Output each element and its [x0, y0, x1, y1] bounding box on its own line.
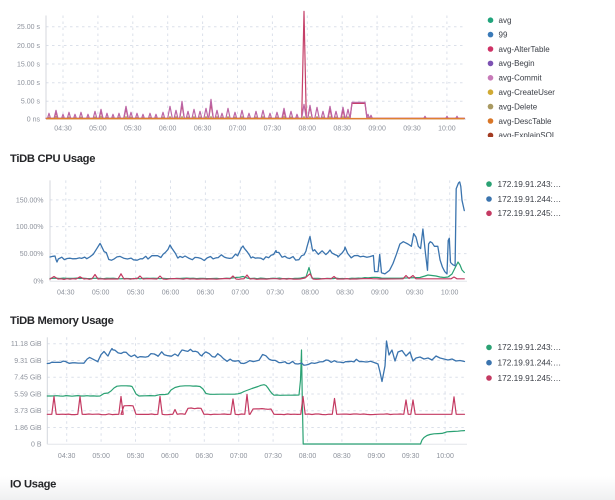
- svg-text:0 ns: 0 ns: [27, 117, 41, 124]
- svg-text:99: 99: [499, 30, 508, 39]
- svg-text:09:30: 09:30: [402, 453, 420, 460]
- svg-text:11.18 GiB: 11.18 GiB: [11, 341, 42, 348]
- svg-text:07:30: 07:30: [264, 453, 282, 460]
- svg-text:TiDB CPU Usage: TiDB CPU Usage: [10, 153, 95, 165]
- svg-text:09:00: 09:00: [368, 453, 386, 460]
- svg-text:05:30: 05:30: [127, 453, 145, 460]
- svg-text:10:00: 10:00: [441, 290, 459, 297]
- svg-text:06:30: 06:30: [196, 453, 214, 460]
- svg-text:15.00 s: 15.00 s: [17, 61, 40, 68]
- svg-text:avg: avg: [499, 16, 512, 25]
- svg-text:08:00: 08:00: [299, 126, 317, 133]
- svg-text:avg-DescTable: avg-DescTable: [499, 117, 552, 126]
- svg-text:04:30: 04:30: [54, 126, 72, 133]
- svg-text:avg-CreateUser: avg-CreateUser: [499, 88, 556, 97]
- svg-text:09:00: 09:00: [368, 126, 386, 133]
- svg-text:05:30: 05:30: [127, 290, 145, 297]
- svg-text:04:30: 04:30: [58, 453, 76, 460]
- svg-text:9.31 GiB: 9.31 GiB: [14, 358, 42, 365]
- svg-text:05:00: 05:00: [89, 126, 107, 133]
- svg-text:07:00: 07:00: [232, 290, 250, 297]
- svg-text:1.86 GiB: 1.86 GiB: [14, 425, 42, 432]
- svg-text:0%: 0%: [33, 279, 43, 286]
- svg-text:07:30: 07:30: [264, 126, 282, 133]
- svg-text:07:00: 07:00: [229, 126, 247, 133]
- svg-text:08:30: 08:30: [336, 290, 354, 297]
- svg-text:avg-AlterTable: avg-AlterTable: [499, 45, 551, 54]
- svg-text:09:30: 09:30: [403, 126, 421, 133]
- svg-text:avg-Begin: avg-Begin: [499, 59, 535, 68]
- svg-text:04:30: 04:30: [57, 290, 75, 297]
- svg-text:09:00: 09:00: [371, 290, 389, 297]
- svg-text:06:00: 06:00: [161, 453, 179, 460]
- svg-text:100.00%: 100.00%: [16, 224, 44, 231]
- svg-text:50.00%: 50.00%: [20, 251, 44, 258]
- svg-text:5.59 GiB: 5.59 GiB: [14, 391, 42, 398]
- svg-text:172.19.91.244:…: 172.19.91.244:…: [498, 194, 562, 204]
- svg-text:5.00 s: 5.00 s: [21, 99, 41, 106]
- svg-text:172.19.91.243:…: 172.19.91.243:…: [498, 342, 562, 352]
- svg-text:avg-Commit: avg-Commit: [499, 74, 543, 83]
- svg-text:172.19.91.245:…: 172.19.91.245:…: [498, 373, 562, 383]
- svg-text:IO Usage: IO Usage: [10, 479, 56, 491]
- svg-text:10.00 s: 10.00 s: [17, 80, 40, 87]
- svg-text:150.00%: 150.00%: [16, 197, 44, 204]
- svg-text:06:00: 06:00: [162, 290, 180, 297]
- svg-text:172.19.91.244:…: 172.19.91.244:…: [498, 358, 562, 368]
- svg-text:05:00: 05:00: [92, 290, 110, 297]
- svg-text:10:00: 10:00: [436, 453, 454, 460]
- svg-text:08:00: 08:00: [299, 453, 317, 460]
- svg-text:08:30: 08:30: [333, 126, 351, 133]
- svg-text:06:30: 06:30: [197, 290, 215, 297]
- svg-text:07:30: 07:30: [266, 290, 284, 297]
- svg-text:7.45 GiB: 7.45 GiB: [14, 375, 42, 382]
- svg-text:05:00: 05:00: [92, 453, 110, 460]
- svg-text:09:30: 09:30: [406, 290, 424, 297]
- svg-text:05:30: 05:30: [124, 126, 142, 133]
- svg-text:0 B: 0 B: [31, 442, 42, 449]
- svg-text:172.19.91.245:…: 172.19.91.245:…: [498, 208, 562, 218]
- svg-text:08:00: 08:00: [301, 290, 319, 297]
- svg-text:172.19.91.243:…: 172.19.91.243:…: [498, 179, 562, 189]
- svg-text:25.00 s: 25.00 s: [17, 24, 40, 31]
- svg-text:avg-Delete: avg-Delete: [499, 102, 538, 111]
- svg-text:08:30: 08:30: [333, 453, 351, 460]
- svg-text:06:30: 06:30: [194, 126, 212, 133]
- svg-text:10:00: 10:00: [438, 126, 456, 133]
- svg-text:07:00: 07:00: [230, 453, 248, 460]
- svg-text:06:00: 06:00: [159, 126, 177, 133]
- svg-text:avg-ExplainSQL: avg-ExplainSQL: [499, 131, 557, 140]
- svg-text:20.00 s: 20.00 s: [17, 43, 40, 50]
- svg-text:TiDB Memory Usage: TiDB Memory Usage: [10, 315, 114, 327]
- svg-text:3.73 GiB: 3.73 GiB: [14, 408, 42, 415]
